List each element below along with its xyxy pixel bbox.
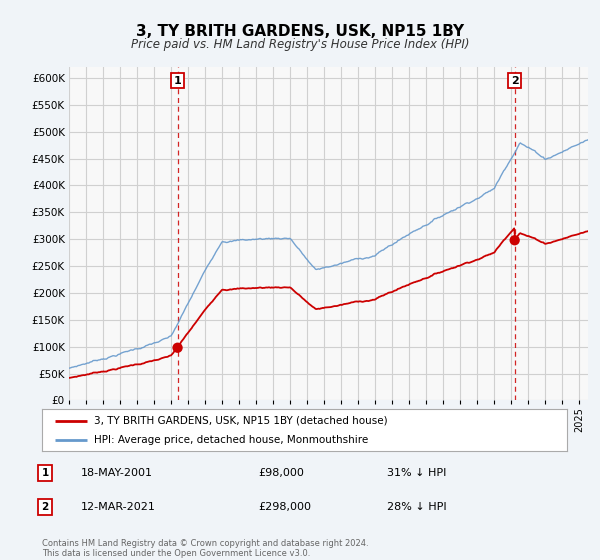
Text: 12-MAR-2021: 12-MAR-2021 <box>81 502 156 512</box>
Text: Price paid vs. HM Land Registry's House Price Index (HPI): Price paid vs. HM Land Registry's House … <box>131 38 469 50</box>
Text: HPI: Average price, detached house, Monmouthshire: HPI: Average price, detached house, Monm… <box>95 435 369 445</box>
Text: 18-MAY-2001: 18-MAY-2001 <box>81 468 153 478</box>
Text: 2: 2 <box>41 502 49 512</box>
Text: £98,000: £98,000 <box>258 468 304 478</box>
Text: 1: 1 <box>41 468 49 478</box>
Point <box>173 343 182 352</box>
Point <box>510 236 520 245</box>
Text: Contains HM Land Registry data © Crown copyright and database right 2024.
This d: Contains HM Land Registry data © Crown c… <box>42 539 368 558</box>
Text: 31% ↓ HPI: 31% ↓ HPI <box>387 468 446 478</box>
Text: 3, TY BRITH GARDENS, USK, NP15 1BY (detached house): 3, TY BRITH GARDENS, USK, NP15 1BY (deta… <box>95 416 388 426</box>
Text: 1: 1 <box>173 76 181 86</box>
Text: 3, TY BRITH GARDENS, USK, NP15 1BY: 3, TY BRITH GARDENS, USK, NP15 1BY <box>136 24 464 39</box>
Text: 2: 2 <box>511 76 518 86</box>
Text: 28% ↓ HPI: 28% ↓ HPI <box>387 502 446 512</box>
Text: £298,000: £298,000 <box>258 502 311 512</box>
